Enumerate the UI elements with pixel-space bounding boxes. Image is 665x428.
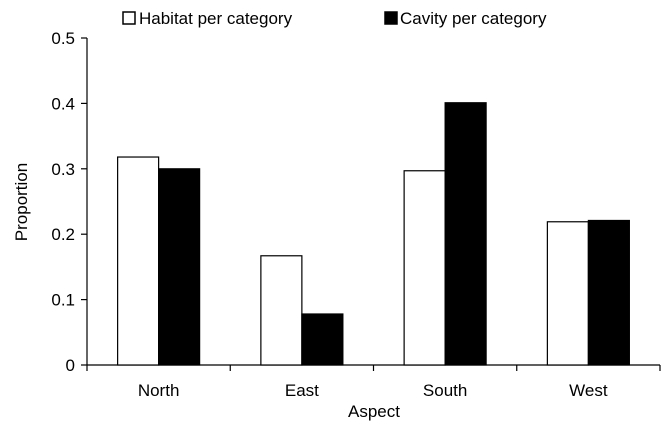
y-tick-label: 0 [66,356,75,375]
y-axis-title: Proportion [12,163,31,241]
bar-cavity-south [444,102,487,366]
bar-cavity-north [158,168,201,366]
legend-label-cavity: Cavity per category [400,9,547,28]
y-tick-label: 0.3 [51,160,75,179]
legend-label-habitat: Habitat per category [139,9,293,28]
x-tick-label-south: South [423,381,467,400]
y-tick-label: 0.1 [51,291,75,310]
x-tick-label-north: North [138,381,180,400]
plot-area: 0 0.1 0.2 0.3 0.4 0.5 North East South West [51,29,661,400]
bar-habitat-west [546,221,589,366]
y-tick-label: 0.4 [51,94,75,113]
x-tick-label-east: East [285,381,319,400]
legend: Habitat per category Cavity per category [122,9,547,28]
y-tick-label: 0.2 [51,225,75,244]
bar-habitat-east [260,255,303,366]
bar-habitat-north [117,156,160,366]
bar-cavity-east [301,313,344,366]
bar-habitat-south [403,170,446,366]
legend-swatch-habitat [122,11,136,25]
x-axis-title: Aspect [348,402,400,421]
legend-swatch-cavity [384,11,398,25]
y-tick-label: 0.5 [51,29,75,48]
bar-cavity-west [587,219,630,366]
x-tick-label-west: West [569,381,608,400]
